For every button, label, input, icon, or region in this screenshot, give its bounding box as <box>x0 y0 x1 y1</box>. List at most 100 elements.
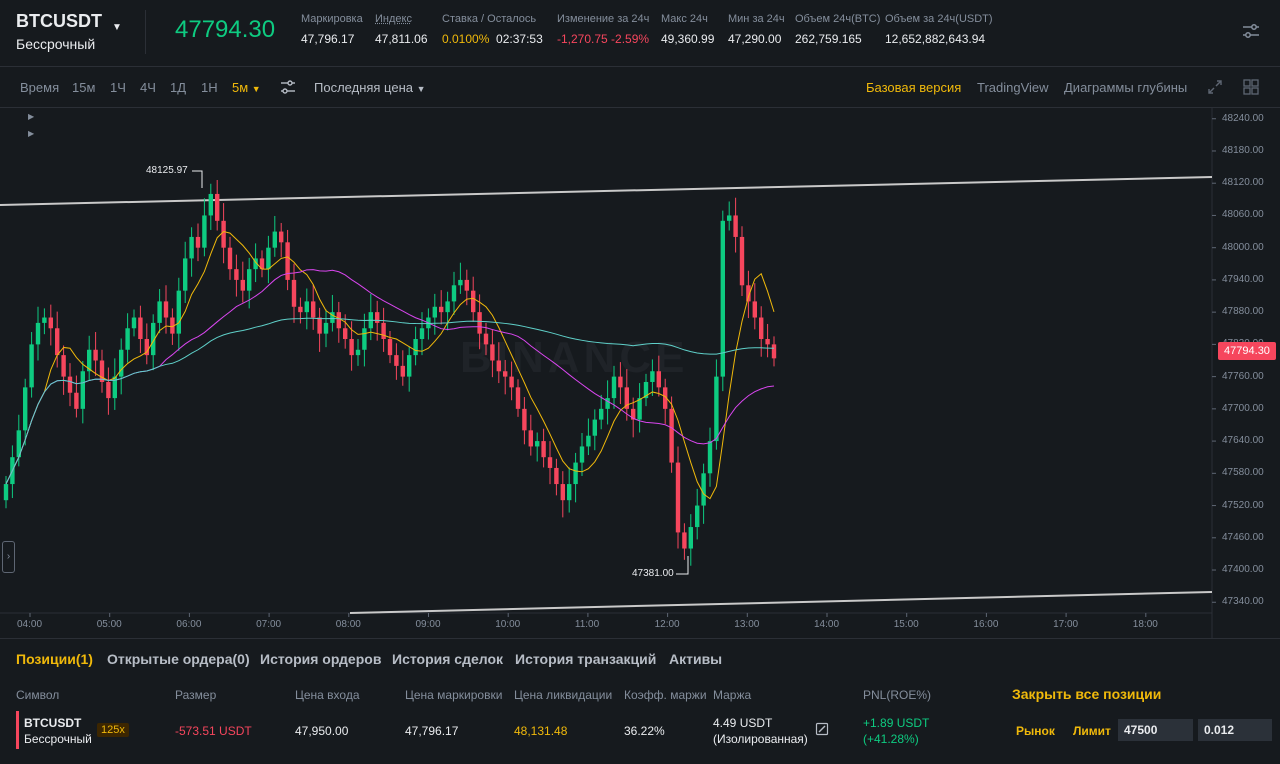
candle-body <box>323 322 329 334</box>
candle-body <box>3 484 9 501</box>
stat-value: 47,811.06 <box>375 32 428 46</box>
candle-body <box>675 462 681 533</box>
candle-body <box>349 339 354 356</box>
symbol-dropdown-icon[interactable]: ▼ <box>112 22 122 33</box>
candle-body <box>618 376 623 388</box>
chevron-down-icon: ▼ <box>251 84 261 94</box>
candle-body <box>637 398 642 420</box>
col-mark-price: Цена маркировки <box>405 688 503 702</box>
stat-value: 0.0100% 02:37:53 <box>442 32 543 46</box>
stat-label: Мин за 24ч <box>728 13 785 25</box>
upper-trendline <box>0 176 1213 206</box>
stat-index-price[interactable]: Индекс 47,811.06 <box>375 13 428 46</box>
limit-quantity-input[interactable] <box>1198 719 1272 741</box>
price-tick-label: 48060.00 <box>1222 209 1264 221</box>
position-pnl: +1.89 USDT <box>863 716 930 730</box>
price-tick-label: 47460.00 <box>1222 531 1264 543</box>
price-tick-label: 47700.00 <box>1222 402 1264 414</box>
candle-body <box>413 339 418 356</box>
candle-body <box>55 328 60 356</box>
price-tick-label: 47640.00 <box>1222 435 1264 447</box>
view-depth-chart[interactable]: Диаграммы глубины <box>1064 80 1188 95</box>
indicator-settings-icon[interactable] <box>279 78 297 96</box>
price-tick-label: 47580.00 <box>1222 467 1264 479</box>
price-chart[interactable]: BINANCE 48240.00 48180.00 48120.00 48060.00… <box>0 108 1280 638</box>
candle-body <box>259 258 265 270</box>
tab-assets[interactable]: Активы <box>669 651 723 667</box>
time-tick-label: 14:00 <box>814 619 840 630</box>
settings-sliders-icon[interactable] <box>1240 20 1262 42</box>
candle-body <box>573 462 578 485</box>
close-limit-button[interactable]: Лимит <box>1073 724 1111 738</box>
limit-price-input[interactable] <box>1118 719 1193 741</box>
candle-body <box>682 532 687 549</box>
candle-body <box>707 441 713 474</box>
stat-value: 12,652,882,643.94 <box>885 32 986 46</box>
time-tick-label: 04:00 <box>17 619 43 630</box>
grid-layout-icon[interactable] <box>1242 78 1260 96</box>
chart-toolbar: Время 15м 1Ч 4Ч 1Д 1Н 5м ▼ Последняя цен… <box>0 67 1280 108</box>
candle-body <box>279 231 284 243</box>
candle-body <box>496 360 501 372</box>
interval-1d[interactable]: 1Д <box>170 80 187 95</box>
interval-4h[interactable]: 4Ч <box>140 80 156 95</box>
tab-transaction-history[interactable]: История транзакций <box>515 651 657 667</box>
position-symbol[interactable]: BTCUSDT <box>24 716 82 730</box>
close-all-positions-button[interactable]: Закрыть все позиции <box>1012 686 1162 702</box>
time-tick-label: 17:00 <box>1053 619 1079 630</box>
candle-body <box>35 322 41 345</box>
position-roe: (+41.28%) <box>863 732 919 746</box>
interval-1h[interactable]: 1Ч <box>110 80 126 95</box>
legend-toggle-icon[interactable]: ▶ <box>28 129 35 138</box>
candle-body <box>176 290 181 334</box>
legend-toggle-icon[interactable]: ▶ <box>28 112 35 121</box>
tab-trade-history[interactable]: История сделок <box>392 651 504 667</box>
candle-body <box>112 376 117 399</box>
candle-body <box>355 349 361 356</box>
candlestick-chart[interactable] <box>0 108 1280 638</box>
candle-body <box>528 430 533 447</box>
view-tradingview[interactable]: TradingView <box>977 80 1049 95</box>
contract-type[interactable]: Бессрочный <box>16 36 96 52</box>
candle-body <box>317 317 322 334</box>
position-margin: 4.49 USDT <box>713 716 773 730</box>
price-tick-label: 48120.00 <box>1222 177 1264 189</box>
candle-body <box>119 349 124 377</box>
interval-dropdown[interactable]: 5м ▼ <box>232 80 261 95</box>
col-margin: Маржа <box>713 688 752 702</box>
expand-icon[interactable] <box>1206 78 1224 96</box>
candle-body <box>394 355 399 366</box>
candle-body <box>74 392 79 409</box>
low-annotation: 47381.00 <box>632 568 674 579</box>
price-type-dropdown[interactable]: Последняя цена ▼ <box>314 80 426 95</box>
candle-body <box>554 467 559 485</box>
candle-body <box>106 381 111 399</box>
interval-15m[interactable]: 15м <box>72 80 96 95</box>
stat-label[interactable]: Индекс <box>375 13 412 25</box>
edit-margin-icon[interactable] <box>815 722 829 736</box>
view-basic[interactable]: Базовая версия <box>866 80 962 95</box>
candle-body <box>586 435 591 447</box>
tab-order-history[interactable]: История ордеров <box>260 651 382 667</box>
stat-24h-high: Макс 24ч 49,360.99 <box>661 13 714 46</box>
col-symbol: Символ <box>16 688 60 702</box>
candle-body <box>227 247 233 270</box>
expand-sidebar-icon[interactable]: › <box>2 541 15 573</box>
symbol-name[interactable]: BTCUSDT <box>16 11 102 31</box>
price-tick-label: 48000.00 <box>1222 241 1264 253</box>
time-label[interactable]: Время <box>20 80 60 95</box>
candle-body <box>631 408 636 420</box>
interval-1w[interactable]: 1Н <box>201 80 218 95</box>
price-tick-label: 47760.00 <box>1222 370 1264 382</box>
candle-body <box>483 333 489 345</box>
active-interval-label: 5м <box>232 80 249 95</box>
tab-open-orders[interactable]: Открытые ордера(0) <box>107 651 250 667</box>
price-tick-label: 47520.00 <box>1222 499 1264 511</box>
candle-body <box>291 279 297 307</box>
tab-positions[interactable]: Позиции(1) <box>16 651 93 667</box>
position-contract: Бессрочный <box>24 732 92 746</box>
ma99-line <box>5 317 775 485</box>
close-market-button[interactable]: Рынок <box>1016 724 1055 738</box>
candle-body <box>458 279 463 286</box>
price-type-label: Последняя цена <box>314 80 413 95</box>
